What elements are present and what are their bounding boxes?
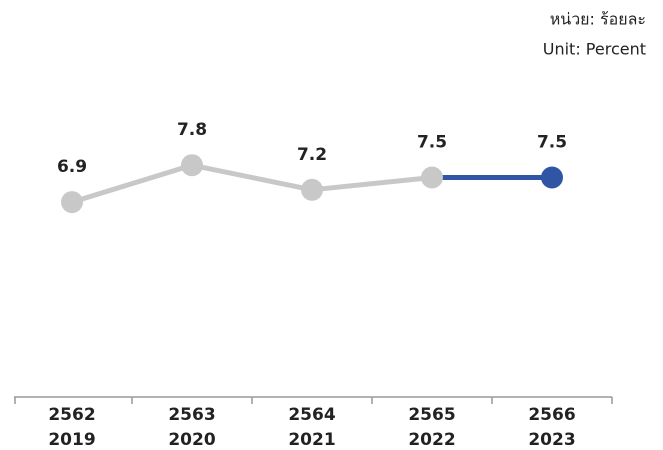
line-segment [191, 162, 313, 193]
point [181, 154, 203, 177]
data-label: 6.9 [57, 157, 87, 177]
point [421, 166, 443, 189]
data-label: 7.5 [537, 133, 567, 153]
x-tick-label: 2020 [168, 430, 215, 450]
x-tick-label: 2563 [168, 405, 215, 425]
point [61, 191, 83, 214]
x-tick-label: 2564 [288, 405, 335, 425]
point [541, 166, 563, 189]
x-tick-label: 2565 [408, 405, 455, 425]
x-tick-label: 2022 [408, 430, 455, 450]
x-tick-label: 2021 [288, 430, 335, 450]
x-tick-label: 2019 [48, 430, 95, 450]
x-tick-label: 2566 [528, 405, 575, 425]
data-label: 7.5 [417, 133, 447, 153]
point [301, 178, 323, 201]
data-label: 7.2 [297, 145, 327, 165]
x-tick-label: 2023 [528, 430, 575, 450]
line-segment [311, 175, 433, 193]
unit-label-english: Unit: Percent [543, 40, 646, 59]
line-segment [71, 162, 193, 205]
unit-label-thai: หน่วย: ร้อยละ [550, 10, 646, 29]
x-tick-label: 2562 [48, 405, 95, 425]
data-label: 7.8 [177, 120, 207, 140]
